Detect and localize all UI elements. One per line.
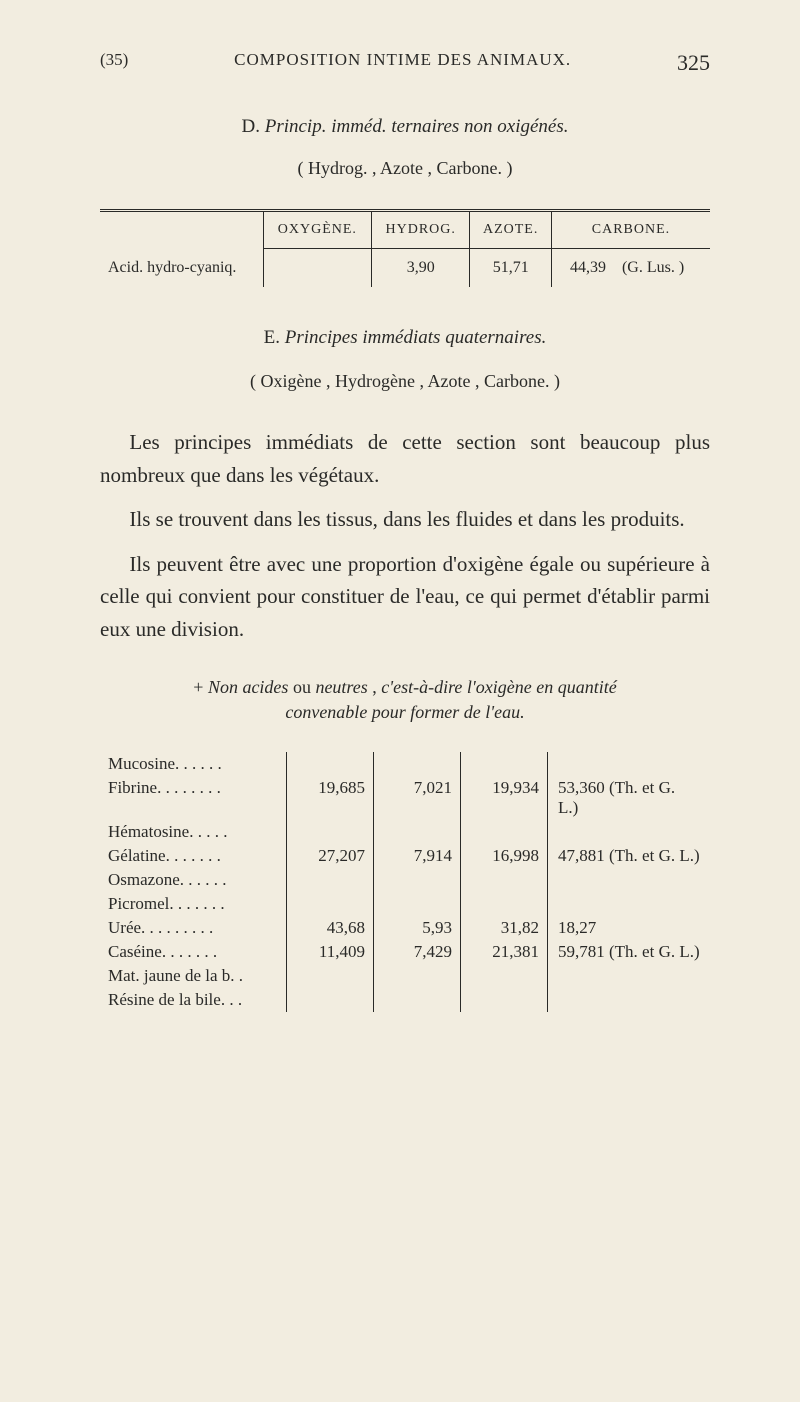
cell-value: 19,934	[461, 776, 548, 820]
table-row: Osmazone. . . . . .	[100, 868, 710, 892]
cell-value-source	[548, 988, 711, 1012]
cell-carb: 44,39 (G. Lus. )	[551, 249, 710, 288]
table-row: Résine de la bile. . .	[100, 988, 710, 1012]
cell-value	[461, 752, 548, 776]
table-row: Caséine. . . . . . .11,4097,42921,38159,…	[100, 940, 710, 964]
cell-value-source: 18,27	[548, 916, 711, 940]
cell-value-source	[548, 752, 711, 776]
cell-value: 27,207	[287, 844, 374, 868]
page-number: 325	[677, 50, 710, 76]
cell-value	[287, 820, 374, 844]
cell-value	[287, 892, 374, 916]
substance-name: Osmazone. . . . . .	[100, 868, 287, 892]
comma: ,	[368, 677, 382, 697]
substance-name: Mat. jaune de la b. .	[100, 964, 287, 988]
table-row: Picromel. . . . . . .	[100, 892, 710, 916]
col-carbone: CARBONE.	[551, 211, 710, 249]
cell-value	[374, 988, 461, 1012]
row-label: Acid. hydro-cyaniq.	[100, 249, 263, 288]
cell-value-source	[548, 964, 711, 988]
cell-value	[374, 892, 461, 916]
cell-value: 7,429	[374, 940, 461, 964]
table-row: Acid. hydro-cyaniq. 3,90 51,71 44,39 (G.…	[100, 249, 710, 288]
section-d-label: D.	[241, 116, 259, 137]
section-d-heading: D. Princip. imméd. ternaires non oxigéné…	[100, 116, 710, 138]
table-row: Gélatine. . . . . . .27,2077,91416,99847…	[100, 844, 710, 868]
neutres: neutres	[315, 677, 367, 697]
substance-name: Fibrine. . . . . . . .	[100, 776, 287, 820]
table-quaternaires: Mucosine. . . . . .Fibrine. . . . . . . …	[100, 752, 710, 1012]
cell-value: 5,93	[374, 916, 461, 940]
cell-value: 43,68	[287, 916, 374, 940]
section-e-heading: E. Principes immédiats quaternaires.	[100, 327, 710, 349]
cell-value-source	[548, 868, 711, 892]
cell-hyd: 3,90	[372, 249, 470, 288]
table-row: Fibrine. . . . . . . .19,6857,02119,9345…	[100, 776, 710, 820]
col-oxygene: OXYGÈNE.	[263, 211, 371, 249]
table-row: Mat. jaune de la b. .	[100, 964, 710, 988]
running-head: (35) COMPOSITION INTIME DES ANIMAUX. 325	[100, 50, 710, 76]
col-azote: AZOTE.	[470, 211, 552, 249]
cell-value	[287, 988, 374, 1012]
section-d-subhead: ( Hydrog. , Azote , Carbone. )	[100, 158, 710, 179]
cest-a-dire: c'est-à-dire l'oxigène en quantité	[381, 677, 616, 697]
non-acides: Non acides	[208, 677, 289, 697]
paragraph: Ils se trouvent dans les tissus, dans le…	[100, 503, 710, 536]
cell-value: 19,685	[287, 776, 374, 820]
cell-value-source: 47,881 (Th. et G. L.)	[548, 844, 711, 868]
table-header-row: OXYGÈNE. HYDROG. AZOTE. CARBONE.	[100, 211, 710, 249]
cell-value	[461, 892, 548, 916]
convenable-line: convenable pour former de l'eau.	[285, 702, 524, 722]
substance-name: Gélatine. . . . . . .	[100, 844, 287, 868]
substance-name: Urée. . . . . . . . .	[100, 916, 287, 940]
plus-prefix: +	[193, 677, 208, 697]
table-row: Hématosine. . . . .	[100, 820, 710, 844]
cell-value: 16,998	[461, 844, 548, 868]
substance-name: Mucosine. . . . . .	[100, 752, 287, 776]
substance-name: Picromel. . . . . . .	[100, 892, 287, 916]
page: (35) COMPOSITION INTIME DES ANIMAUX. 325…	[0, 0, 800, 1062]
cell-value: 11,409	[287, 940, 374, 964]
cell-value	[287, 752, 374, 776]
table-row: Urée. . . . . . . . .43,685,9331,8218,27	[100, 916, 710, 940]
cell-value-source: 53,360 (Th. et G. L.)	[548, 776, 711, 820]
cell-value: 7,021	[374, 776, 461, 820]
section-e-title: Principes immédiats quaternaires.	[285, 327, 547, 348]
cell-value	[461, 964, 548, 988]
subsection-heading: + Non acides ou neutres , c'est-à-dire l…	[110, 675, 700, 724]
col-hydrog: HYDROG.	[372, 211, 470, 249]
header-title: COMPOSITION INTIME DES ANIMAUX.	[234, 50, 571, 76]
cell-value	[461, 868, 548, 892]
cell-azo: 51,71	[470, 249, 552, 288]
cell-value	[287, 964, 374, 988]
cell-value	[374, 964, 461, 988]
cell-value	[461, 988, 548, 1012]
substance-name: Résine de la bile. . .	[100, 988, 287, 1012]
section-d-title: Princip. imméd. ternaires non oxigénés.	[265, 116, 569, 137]
table-header-blank	[100, 211, 263, 249]
cell-value	[374, 820, 461, 844]
cell-value: 7,914	[374, 844, 461, 868]
cell-value: 31,82	[461, 916, 548, 940]
cell-oxy	[263, 249, 371, 288]
table-ternaires: OXYGÈNE. HYDROG. AZOTE. CARBONE. Acid. h…	[100, 209, 710, 287]
cell-value-source	[548, 892, 711, 916]
paragraph: Ils peuvent être avec une proportion d'o…	[100, 548, 710, 646]
table-row: Mucosine. . . . . .	[100, 752, 710, 776]
cell-value	[374, 868, 461, 892]
section-e-label: E.	[264, 327, 280, 348]
cell-value-source: 59,781 (Th. et G. L.)	[548, 940, 711, 964]
cell-value: 21,381	[461, 940, 548, 964]
paragraph: Les principes immédiats de cette section…	[100, 426, 710, 491]
cell-value-source	[548, 820, 711, 844]
cell-value	[374, 752, 461, 776]
ou-text: ou	[288, 677, 315, 697]
cell-value	[461, 820, 548, 844]
cell-value	[287, 868, 374, 892]
section-e-paren: ( Oxigène , Hydrogène , Azote , Carbone.…	[100, 371, 710, 392]
header-ref: (35)	[100, 50, 128, 76]
substance-name: Caséine. . . . . . .	[100, 940, 287, 964]
substance-name: Hématosine. . . . .	[100, 820, 287, 844]
